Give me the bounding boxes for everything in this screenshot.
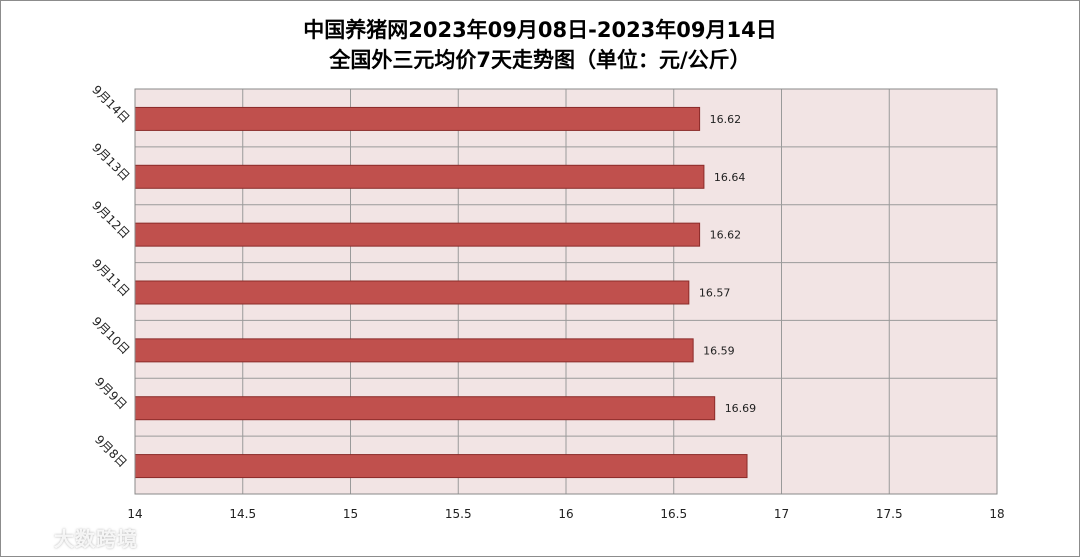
chart-subtitle: 全国外三元均价7天走势图（单位：元/公斤） (329, 48, 751, 72)
y-category-label: 9月10日 (89, 314, 132, 357)
data-label: 16.62 (710, 229, 742, 242)
y-category-label: 9月14日 (89, 83, 132, 126)
x-tick-label: 15.5 (445, 507, 472, 521)
watermark: 大数跨境 (10, 522, 138, 552)
bar (134, 280, 690, 305)
speech-bubble-logo-icon (10, 526, 46, 550)
chart-title: 中国养猪网2023年09月08日-2023年09月14日 (303, 18, 777, 42)
x-tick-label: 17.5 (876, 507, 903, 521)
bar (134, 454, 748, 479)
x-tick-label: 16.5 (660, 507, 687, 521)
data-label: 16.59 (703, 344, 735, 357)
x-tick-label: 15 (343, 507, 358, 521)
watermark-text: 大数跨境 (54, 526, 138, 551)
data-label: 16.62 (710, 113, 742, 126)
y-category-label: 9月12日 (89, 198, 132, 241)
bar (134, 164, 705, 189)
x-tick-label: 14 (127, 507, 142, 521)
data-label: 16.57 (699, 287, 731, 300)
y-category-label: 9月13日 (89, 140, 132, 183)
bar (134, 222, 701, 247)
bar (134, 396, 716, 421)
y-category-label: 9月11日 (89, 256, 132, 299)
bar (134, 106, 701, 131)
y-category-label: 9月8日 (92, 432, 130, 470)
bar (134, 338, 694, 363)
x-tick-label: 16 (558, 507, 573, 521)
x-tick-label: 17 (774, 507, 789, 521)
data-label: 16.64 (714, 171, 746, 184)
y-category-label: 9月9日 (92, 375, 130, 413)
data-label: 16.69 (725, 402, 757, 415)
x-tick-label: 18 (989, 507, 1004, 521)
x-tick-label: 14.5 (229, 507, 256, 521)
plot-border (134, 88, 998, 495)
